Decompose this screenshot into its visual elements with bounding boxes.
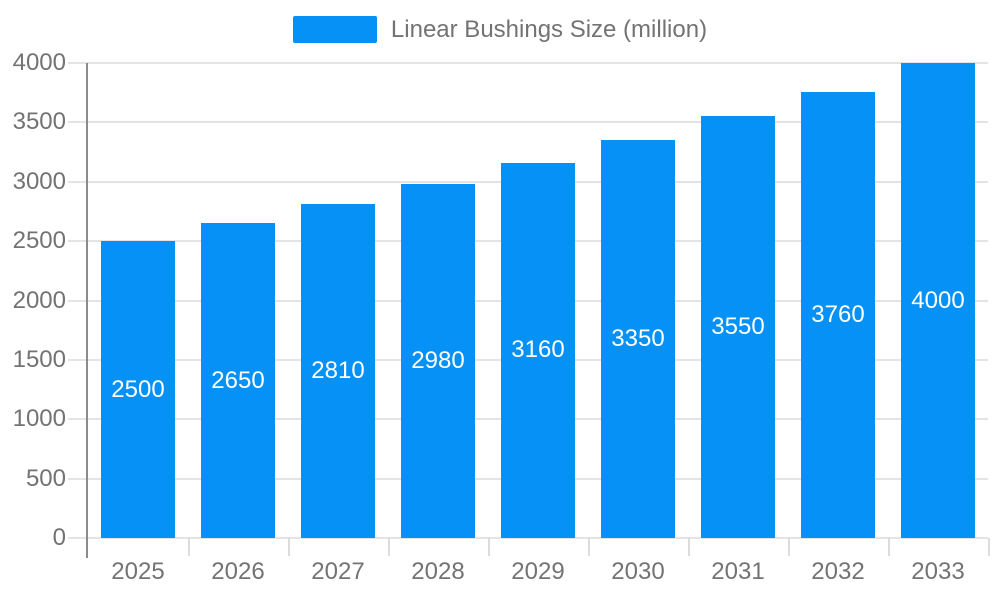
bar-value-label-2027: 2810 <box>311 357 365 385</box>
x-axis-tick <box>488 538 490 556</box>
y-tick-label-4000: 4000 <box>12 49 66 76</box>
y-axis-line <box>86 63 88 558</box>
x-axis-tick <box>687 538 690 556</box>
x-tick-label-2027: 2027 <box>311 558 365 585</box>
bar-value-label-2030: 3350 <box>611 325 665 353</box>
x-axis-tick <box>888 538 890 556</box>
bar-slot-2026: 2650 <box>188 63 288 538</box>
bar-2031[interactable]: 3550 <box>701 116 775 538</box>
bar-slot-2030: 3350 <box>588 63 688 538</box>
bar-slot-2033: 4000 <box>888 63 988 538</box>
x-axis-tick <box>588 538 590 556</box>
bar-value-label-2025: 2500 <box>111 375 165 403</box>
x-tick-label-2025: 2025 <box>111 558 165 585</box>
x-tick-label-2033: 2033 <box>911 558 965 585</box>
bar-value-label-2028: 2980 <box>411 347 465 375</box>
y-tick-label-2500: 2500 <box>12 227 66 255</box>
bar-slot-2027: 2810 <box>288 63 388 538</box>
y-tick-label-2000: 2000 <box>12 286 66 314</box>
y-tick-label-1500: 1500 <box>12 345 66 373</box>
x-axis-tick <box>288 538 290 556</box>
x-tick-label-2026: 2026 <box>211 558 265 585</box>
plot-area: 2500 2650 2810 2980 3160 3350 3550 3760 4000 <box>68 62 990 558</box>
y-tick-label-3500: 3500 <box>12 108 66 136</box>
bar-slot-2025: 2500 <box>88 63 188 538</box>
bar-value-label-2032: 3760 <box>811 300 865 328</box>
y-axis-labels: 0 500 1000 1500 2000 2500 3000 3500 4000 <box>0 51 66 550</box>
legend-marker <box>292 16 377 43</box>
bar-slot-2028: 2980 <box>388 63 488 538</box>
y-tick-label-1000: 1000 <box>12 405 66 433</box>
x-tick-label-2028: 2028 <box>411 558 465 585</box>
x-tick-label-2032: 2032 <box>811 558 865 585</box>
bar-slot-2029: 3160 <box>488 63 588 538</box>
bar-value-label-2026: 2650 <box>211 366 265 394</box>
bar-value-label-2031: 3550 <box>711 313 765 341</box>
x-axis-tick <box>988 538 990 556</box>
x-axis-tick <box>188 538 190 556</box>
bar-value-label-2029: 3160 <box>511 336 565 364</box>
legend-label: Linear Bushings Size (million) <box>390 15 708 43</box>
bar-2029[interactable]: 3160 <box>501 162 575 538</box>
x-tick-label-2031: 2031 <box>711 558 765 585</box>
bar-2026[interactable]: 2650 <box>201 223 275 538</box>
gridline-3500 <box>68 121 988 124</box>
bar-2028[interactable]: 2980 <box>401 184 475 538</box>
bar-2027[interactable]: 2810 <box>301 204 375 538</box>
y-tick-label-500: 500 <box>25 464 66 492</box>
bar-2033[interactable]: 4000 <box>901 63 975 538</box>
y-tick-label-0: 0 <box>52 524 66 551</box>
y-tick-label-3000: 3000 <box>12 167 66 195</box>
bar-slot-2032: 3760 <box>788 63 888 538</box>
bar-slot-2031: 3550 <box>688 63 788 538</box>
x-tick-label-2030: 2030 <box>611 558 665 585</box>
bar-2032[interactable]: 3760 <box>801 91 875 538</box>
x-axis-tick <box>387 538 390 556</box>
legend[interactable]: Linear Bushings Size (million) <box>0 16 1000 43</box>
x-tick-label-2029: 2029 <box>511 558 565 585</box>
bar-2030[interactable]: 3350 <box>601 140 675 538</box>
gridline-0 <box>68 537 988 539</box>
bar-value-label-2033: 4000 <box>911 286 965 314</box>
bar-2025[interactable]: 2500 <box>101 241 175 538</box>
bars-container: 2500 2650 2810 2980 3160 3350 3550 3760 4000 <box>88 63 988 538</box>
x-axis-labels: 2025 2026 2027 2028 2029 2030 2031 2032 2033 <box>88 552 988 584</box>
x-axis-tick <box>788 538 790 556</box>
gridline-4000 <box>68 62 988 64</box>
